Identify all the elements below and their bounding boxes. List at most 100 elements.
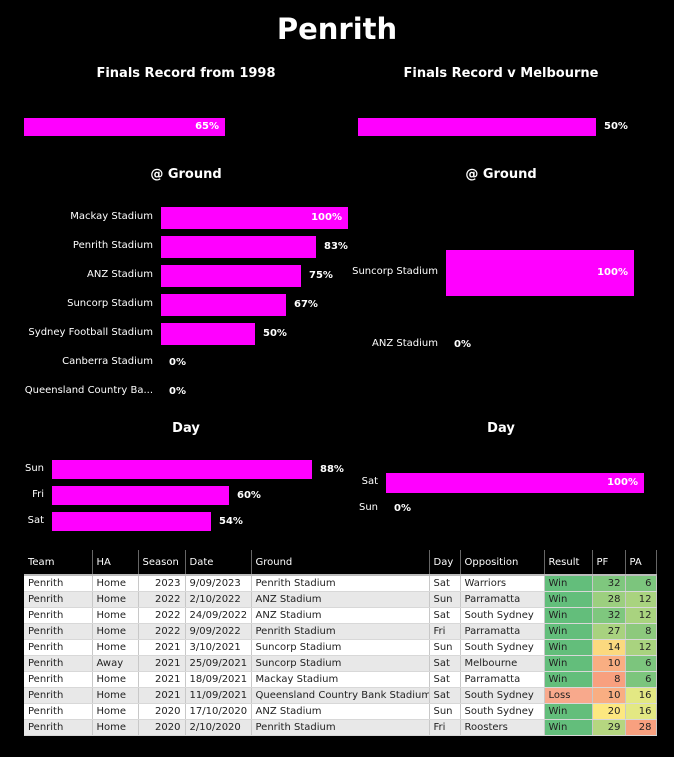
table-row[interactable]: Penrith Home 2022 9/09/2022 Penrith Stadium F…	[24, 623, 657, 640]
table-row[interactable]: Penrith Away 2021 25/09/2021 Suncorp Stadium…	[24, 655, 657, 672]
cell-season: 2022	[138, 607, 186, 624]
bar-mark[interactable]	[161, 207, 348, 229]
cell-pf: 14	[592, 639, 626, 656]
cell-opposition: South Sydney	[460, 639, 545, 656]
cell-day: Sat	[429, 607, 461, 624]
category-label: Sun	[24, 462, 44, 474]
table-row[interactable]: Penrith Home 2021 18/09/2021 Mackay Stadium S…	[24, 671, 657, 688]
table-row[interactable]: Penrith Home 2022 24/09/2022 ANZ Stadium Sat S…	[24, 607, 657, 624]
data-label: 0%	[169, 386, 186, 397]
data-label: 100%	[607, 477, 638, 488]
cell-pf: 32	[592, 607, 626, 624]
cell-pf: 29	[592, 719, 626, 736]
cell-result: Win	[544, 623, 593, 640]
column-header-result[interactable]: Result	[544, 550, 593, 576]
cell-ground: Suncorp Stadium	[251, 655, 430, 672]
cell-team: Penrith	[24, 591, 93, 608]
finals-table[interactable]: Team HA Season Date Ground Day Opposition Resul…	[24, 550, 657, 736]
category-label: Suncorp Stadium	[67, 298, 153, 309]
cell-ha: Home	[92, 719, 139, 736]
cell-pa: 6	[625, 671, 657, 688]
cell-season: 2022	[138, 591, 186, 608]
cell-pf: 32	[592, 575, 626, 592]
cell-pf: 28	[592, 591, 626, 608]
cell-ground: Suncorp Stadium	[251, 639, 430, 656]
page-title: Penrith	[276, 12, 398, 46]
table-row[interactable]: Penrith Home 2022 2/10/2022 ANZ Stadium Sun Pa…	[24, 591, 657, 608]
cell-date: 2/10/2022	[185, 591, 252, 608]
cell-team: Penrith	[24, 607, 93, 624]
cell-ground: Mackay Stadium	[251, 671, 430, 688]
data-label: 50%	[263, 328, 287, 339]
data-label: 54%	[219, 515, 243, 527]
cell-pa: 6	[625, 575, 657, 592]
cell-date: 9/09/2022	[185, 623, 252, 640]
cell-season: 2021	[138, 671, 186, 688]
cell-pf: 10	[592, 655, 626, 672]
bar-mark[interactable]	[52, 460, 312, 479]
bar-mark[interactable]	[446, 250, 634, 296]
bar-mark[interactable]	[161, 294, 286, 316]
data-label: 75%	[309, 270, 333, 281]
cell-season: 2020	[138, 719, 186, 736]
column-header-date[interactable]: Date	[185, 550, 252, 576]
cell-season: 2020	[138, 703, 186, 720]
column-header-season[interactable]: Season	[138, 550, 186, 576]
cell-ground: ANZ Stadium	[251, 607, 430, 624]
category-label: ANZ Stadium	[372, 338, 438, 349]
bar-mark[interactable]	[24, 118, 225, 136]
cell-pa: 16	[625, 703, 657, 720]
cell-day: Sat	[429, 671, 461, 688]
bar-mark[interactable]	[161, 265, 301, 287]
category-label: Penrith Stadium	[72, 240, 153, 251]
cell-team: Penrith	[24, 655, 93, 672]
cell-team: Penrith	[24, 639, 93, 656]
cell-season: 2023	[138, 575, 186, 592]
cell-ha: Home	[92, 639, 139, 656]
column-header-opposition[interactable]: Opposition	[460, 550, 545, 576]
table-row[interactable]: Penrith Home 2020 2/10/2020 Penrith Stadium F…	[24, 719, 657, 736]
table-row[interactable]: Penrith Home 2021 3/10/2021 Suncorp Stadium S…	[24, 639, 657, 656]
column-header-pf[interactable]: PF	[592, 550, 626, 576]
category-label: Fri	[32, 488, 44, 500]
cell-date: 18/09/2021	[185, 671, 252, 688]
category-label: Sat	[27, 514, 44, 526]
bar-mark[interactable]	[52, 512, 211, 531]
table-body: Penrith Home 2023 9/09/2023 Penrith Stadium S…	[24, 575, 657, 736]
data-label: 88%	[320, 463, 344, 475]
cell-opposition: Warriors	[460, 575, 545, 592]
cell-season: 2021	[138, 655, 186, 672]
chart-title: @ Ground	[150, 167, 222, 182]
cell-date: 11/09/2021	[185, 687, 252, 704]
column-header-day[interactable]: Day	[429, 550, 461, 576]
data-label: 67%	[294, 299, 318, 310]
category-label: Canberra Stadium	[62, 356, 153, 367]
column-header-team[interactable]: Team	[24, 550, 93, 576]
table-row[interactable]: Penrith Home 2023 9/09/2023 Penrith Stadium S…	[24, 575, 657, 592]
cell-team: Penrith	[24, 719, 93, 736]
bar-mark[interactable]	[386, 473, 644, 493]
bar-mark[interactable]	[358, 118, 596, 136]
data-label: 65%	[195, 121, 219, 132]
table-row[interactable]: Penrith Home 2020 17/10/2020 ANZ Stadium Sun S…	[24, 703, 657, 720]
chart-title: Day	[172, 421, 200, 436]
data-label: 83%	[324, 241, 348, 252]
table-row[interactable]: Penrith Home 2021 11/09/2021 Queensland Coun…	[24, 687, 657, 704]
bar-mark[interactable]	[161, 236, 316, 258]
table-header-row: Team HA Season Date Ground Day Opposition Resul…	[24, 550, 657, 576]
cell-pa: 16	[625, 687, 657, 704]
cell-ha: Home	[92, 575, 139, 592]
cell-pa: 28	[625, 719, 657, 736]
column-header-ha[interactable]: HA	[92, 550, 139, 576]
bar-mark[interactable]	[161, 323, 255, 345]
column-header-ground[interactable]: Ground	[251, 550, 430, 576]
bar-mark[interactable]	[52, 486, 229, 505]
cell-opposition: South Sydney	[460, 687, 545, 704]
cell-pf: 8	[592, 671, 626, 688]
cell-day: Sun	[429, 639, 461, 656]
category-label: Queensland Country Ba...	[24, 385, 153, 396]
column-header-pa[interactable]: PA	[625, 550, 657, 576]
cell-pf: 20	[592, 703, 626, 720]
cell-team: Penrith	[24, 575, 93, 592]
cell-team: Penrith	[24, 703, 93, 720]
